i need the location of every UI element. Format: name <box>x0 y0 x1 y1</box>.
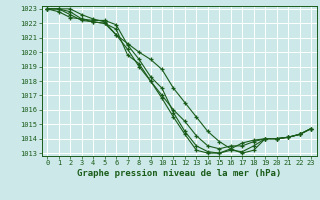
X-axis label: Graphe pression niveau de la mer (hPa): Graphe pression niveau de la mer (hPa) <box>77 169 281 178</box>
